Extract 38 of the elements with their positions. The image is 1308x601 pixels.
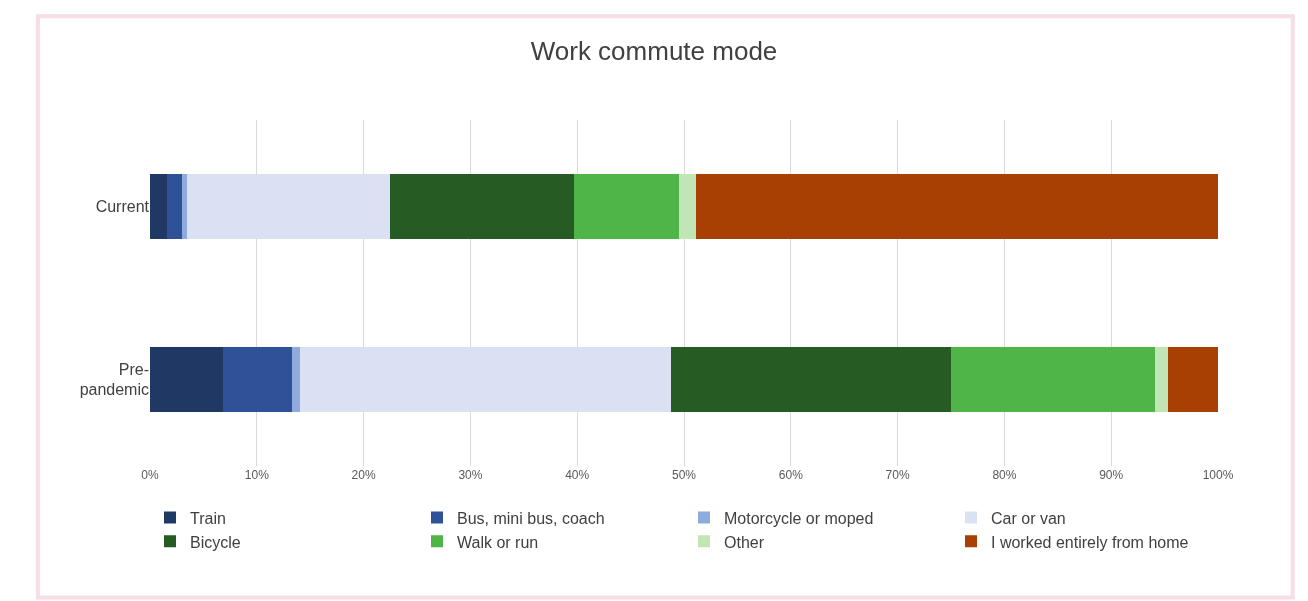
x-tick-label: 100% xyxy=(1202,468,1234,482)
y-tick-label: Current xyxy=(95,198,150,216)
bar xyxy=(182,173,188,240)
bar xyxy=(1167,346,1218,413)
x-tick-label: 10% xyxy=(244,468,270,482)
bar xyxy=(187,173,391,240)
bar xyxy=(1154,346,1168,413)
bar xyxy=(150,346,223,413)
bar xyxy=(695,173,1218,240)
x-tick-label: 20% xyxy=(351,468,376,482)
bar xyxy=(299,346,672,413)
bar xyxy=(671,346,951,413)
bar xyxy=(574,173,679,240)
legend-label: Motorcycle or moped xyxy=(724,509,874,527)
x-tick-label: 40% xyxy=(565,468,590,482)
x-tick-label: 0% xyxy=(141,468,159,482)
x-tick-label: 30% xyxy=(458,468,483,482)
bar xyxy=(678,173,696,240)
x-tick-label: 60% xyxy=(778,468,804,482)
x-tick-label: 70% xyxy=(885,468,910,482)
bar xyxy=(292,346,300,413)
x-tick-label: 90% xyxy=(1099,468,1124,482)
legend-label: Other xyxy=(724,533,765,551)
legend-label: I worked entirely from home xyxy=(991,533,1189,551)
bar xyxy=(390,173,574,240)
legend-label: Bus, mini bus, coach xyxy=(457,509,605,527)
bar xyxy=(951,346,1155,413)
x-tick-label: 80% xyxy=(992,468,1017,482)
bar xyxy=(150,173,168,240)
y-tick-label: Pre-pandemic xyxy=(79,360,149,399)
chart-title: Work commute mode xyxy=(530,36,778,67)
bar xyxy=(222,346,293,413)
x-tick-label: 50% xyxy=(671,468,697,482)
legend-label: Car or van xyxy=(991,509,1066,527)
legend-label: Bicycle xyxy=(190,533,241,551)
bar xyxy=(167,173,183,240)
legend-label: Walk or run xyxy=(457,533,539,551)
legend-label: Train xyxy=(190,509,226,527)
